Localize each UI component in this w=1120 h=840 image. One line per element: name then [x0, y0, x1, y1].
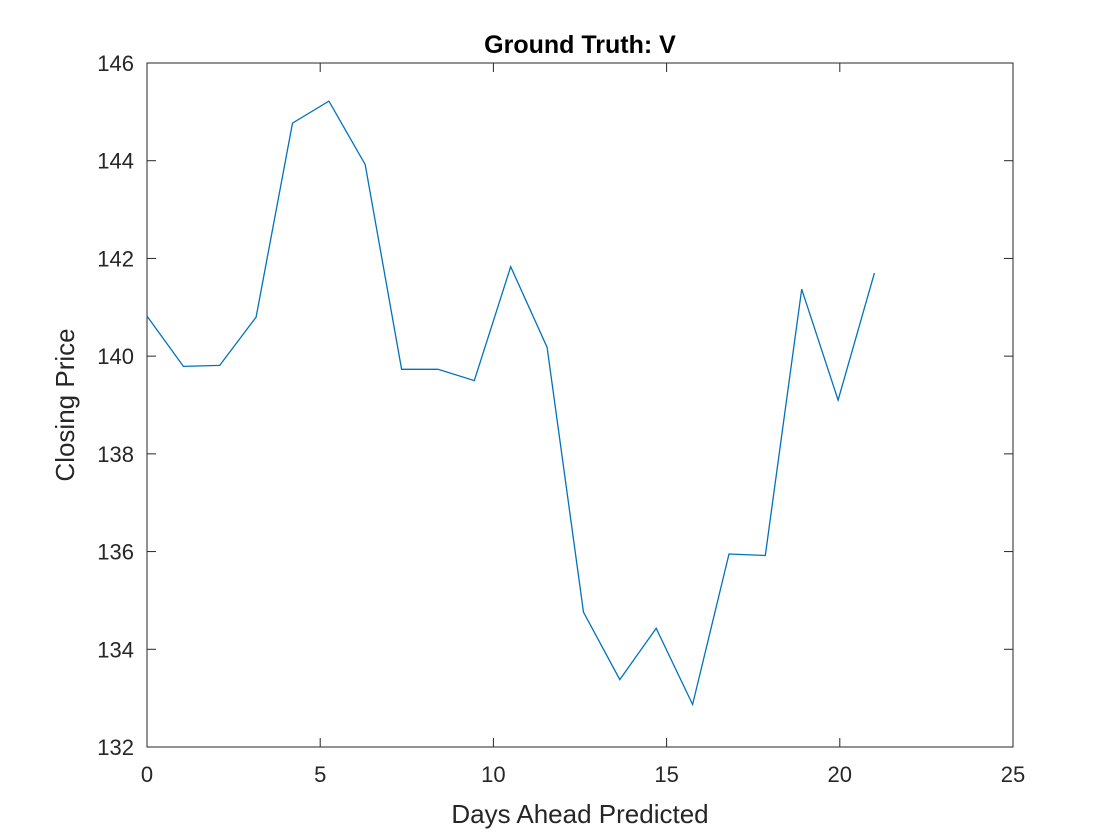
y-tick-label: 140 [97, 344, 134, 369]
x-axis-label: Days Ahead Predicted [451, 799, 708, 829]
chart-title: Ground Truth: V [484, 31, 676, 59]
x-tick-label: 0 [141, 762, 153, 787]
x-tick-label: 25 [1001, 762, 1025, 787]
series-layer [146, 100, 876, 707]
plot-area: 0 5 10 15 20 25 132 134 136 138 140 142 144 146 [97, 51, 1025, 787]
y-axis: 132 134 136 138 140 142 144 146 [97, 51, 1013, 760]
y-tick-label: 146 [97, 51, 134, 76]
y-tick-label: 134 [97, 637, 134, 662]
y-tick-label: 132 [97, 735, 134, 760]
y-tick-label: 136 [97, 540, 134, 565]
x-axis: 0 5 10 15 20 25 [141, 63, 1025, 787]
series-line [146, 100, 876, 707]
x-tick-label: 20 [828, 762, 852, 787]
y-tick-label: 144 [97, 149, 134, 174]
y-axis-label: Closing Price [50, 328, 80, 481]
x-tick-label: 10 [481, 762, 505, 787]
y-tick-label: 138 [97, 442, 134, 467]
y-tick-label: 142 [97, 246, 134, 271]
x-tick-label: 15 [654, 762, 678, 787]
axes-box [146, 62, 1014, 748]
x-tick-label: 5 [314, 762, 326, 787]
